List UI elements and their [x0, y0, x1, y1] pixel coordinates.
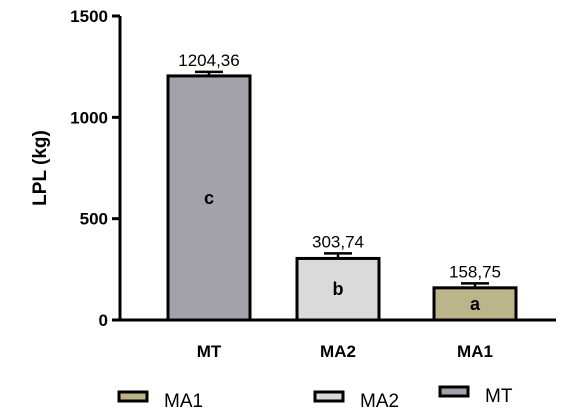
bars: 1204,36 c MT 303,74 b MA2 158,75 a MA1	[166, 51, 518, 361]
y-tick-label: 1000	[70, 108, 108, 127]
y-tick-label: 1500	[70, 7, 108, 26]
bar-mt	[166, 74, 252, 322]
bar-ma2	[295, 256, 381, 322]
legend-entry: MA2	[360, 391, 399, 412]
significance-letter: a	[470, 294, 481, 314]
y-ticks: 0 500 1000 1500	[70, 7, 120, 330]
bar-ma1	[432, 286, 518, 322]
x-tick-label: MT	[197, 342, 222, 361]
data-label: 303,74	[312, 232, 364, 251]
significance-letter: c	[204, 188, 214, 208]
legend-swatch	[313, 390, 345, 403]
significance-letter: b	[333, 279, 344, 299]
data-label: 1204,36	[178, 51, 239, 70]
x-tick-label: MA1	[457, 342, 493, 361]
y-tick-label: 0	[99, 311, 108, 330]
x-tick-label: MA2	[320, 342, 356, 361]
data-label: 158,75	[449, 262, 501, 281]
legend-swatch	[117, 390, 149, 403]
y-tick-label: 500	[80, 210, 108, 229]
y-axis-label: LPL (kg)	[30, 130, 51, 206]
legend-entry: MT	[485, 386, 513, 407]
legend-entry: MA1	[164, 391, 203, 412]
legend: MA1 MA2 MT	[117, 385, 513, 412]
legend-swatch	[438, 385, 470, 398]
